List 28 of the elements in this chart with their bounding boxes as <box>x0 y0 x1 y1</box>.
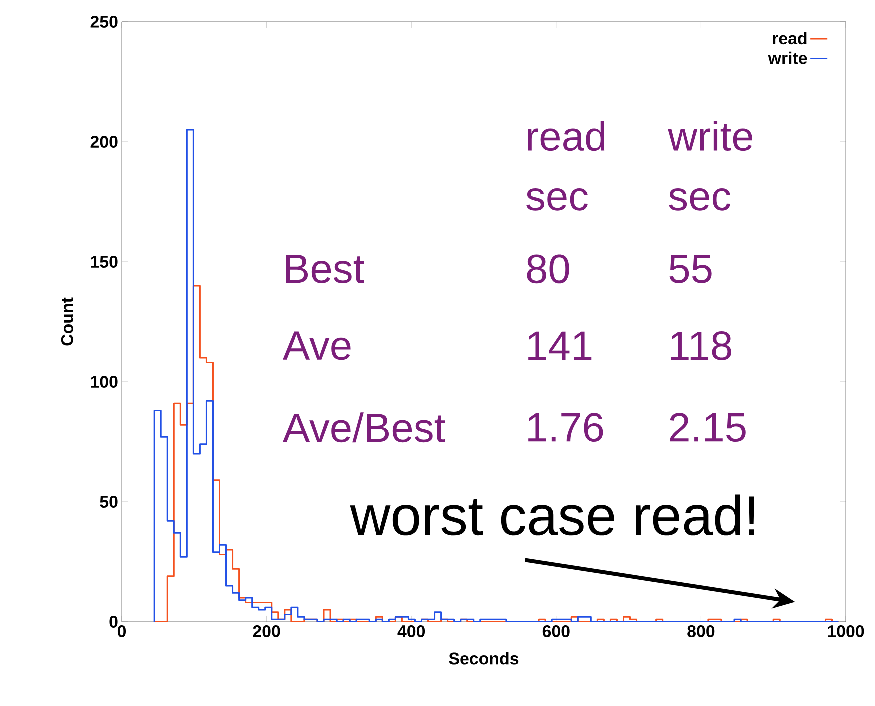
x-tick-label: 200 <box>253 626 280 638</box>
y-tick-label: 100 <box>91 376 118 388</box>
annotation: read sec <box>526 121 605 211</box>
annotation: 118 <box>671 332 732 360</box>
annotation: 80 <box>527 254 570 284</box>
annotation: Ave/Best <box>283 412 446 443</box>
y-tick-label: 250 <box>90 16 118 28</box>
y-tick-label: 50 <box>100 496 118 508</box>
y-tick-label: 200 <box>90 136 118 148</box>
y-tick-label: 0 <box>110 616 118 628</box>
x-tick-label: 0 <box>118 626 126 638</box>
legend-label: write <box>768 52 808 64</box>
annotation: Best <box>286 254 364 284</box>
annotation: worst case read! <box>350 494 754 536</box>
x-tick-label: 600 <box>542 626 570 638</box>
annotation: 2.15 <box>670 413 746 442</box>
annotation: 1.76 <box>528 413 604 442</box>
legend-label: read <box>773 32 807 45</box>
annotation: Ave <box>283 332 351 360</box>
y-axis-title: Count <box>61 298 74 346</box>
x-tick-label: 1000 <box>828 626 864 638</box>
annotation: 55 <box>670 254 712 284</box>
y-tick-label: 150 <box>91 256 118 268</box>
x-tick-label: 400 <box>398 626 426 638</box>
annotation: 141 <box>528 332 592 360</box>
annotation: write sec <box>668 121 753 211</box>
x-axis-title: Seconds <box>449 652 519 665</box>
x-tick-label: 800 <box>688 626 715 638</box>
